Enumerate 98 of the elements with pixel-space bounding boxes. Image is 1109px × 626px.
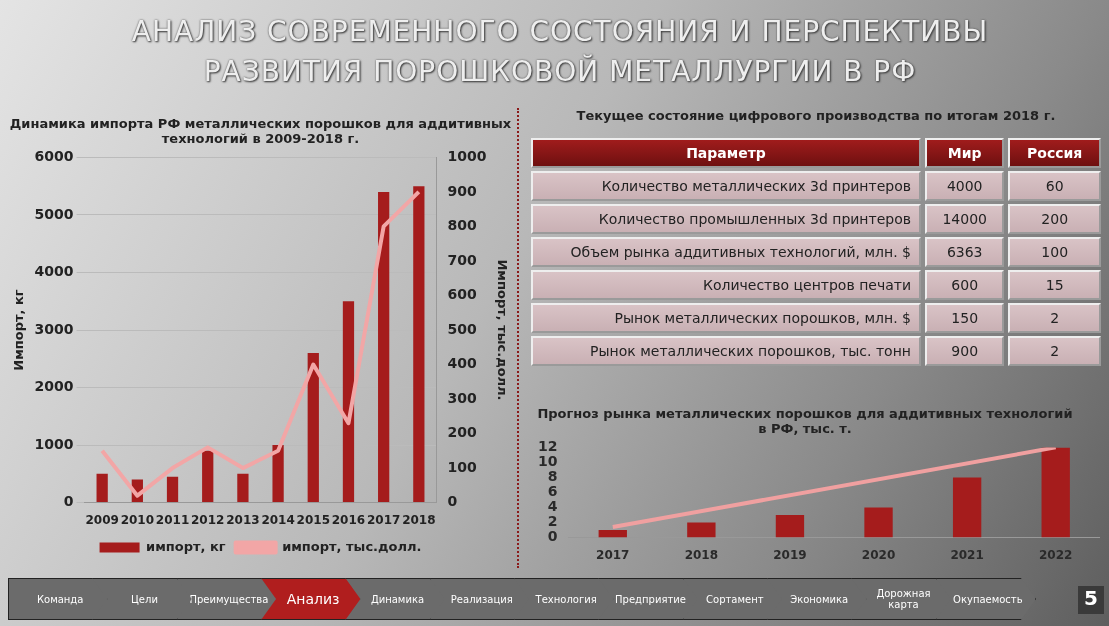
text: Команда: [35, 592, 85, 607]
bar: [952, 477, 982, 538]
y-axis-title: Импорт, кг: [11, 289, 27, 371]
bar: [687, 522, 716, 538]
x-tick-label: 2022: [1039, 547, 1073, 562]
y2-axis-title: Импорт, тыс.долл.: [494, 259, 510, 401]
data-label: 2: [1008, 336, 1101, 366]
y-tick-label: 10: [538, 453, 558, 470]
y-tick-label: 3000: [34, 320, 74, 337]
data-label: 150: [925, 303, 1005, 333]
series-label: Мир: [925, 138, 1005, 168]
category-label: Количество промышленных 3d принтеров: [531, 204, 921, 234]
x-tick-label: 2017: [596, 547, 630, 562]
text: Реализация: [449, 592, 514, 607]
bar: [775, 515, 805, 538]
text: Преимущества: [189, 592, 269, 607]
bar: [378, 191, 390, 503]
category-label: Количество металлических 3d принтеров: [531, 171, 921, 201]
text: Технология: [534, 592, 598, 607]
text: Предприятие: [614, 592, 687, 607]
y2-tick-label: 800: [447, 217, 477, 234]
category-label: Объем рынка аддитивных технологий, млн. $: [531, 237, 921, 267]
x-tick-label: 2021: [950, 547, 984, 562]
y-tick-label: 0: [547, 528, 558, 545]
x-tick-label: 2018: [684, 547, 719, 562]
y-tick-label: 12: [538, 438, 558, 455]
text: Текущее состояние цифрового производства по итогам 2018 г.: [575, 108, 1057, 123]
category-label: Количество центров печати: [531, 270, 921, 300]
y2-tick-label: 200: [447, 424, 477, 441]
text: АНАЛИЗ СОВРЕМЕННОГО СОСТОЯНИЯ И ПЕРСПЕКТИВЫ РАЗВИТИЯ ПОРОШКОВОЙ МЕТАЛЛУРГИИ В РФ: [130, 14, 990, 90]
text: Анализ: [285, 589, 341, 609]
x-tick-label: 2020: [861, 547, 896, 562]
x-tick-label: 2012: [191, 512, 225, 527]
data-label: 900: [925, 336, 1005, 366]
text: 5: [1078, 586, 1104, 614]
y-tick-label: 2000: [34, 378, 74, 395]
data-label: 60: [1008, 171, 1101, 201]
bar: [864, 507, 893, 538]
x-tick-label: 2011: [155, 512, 190, 527]
x-tick-label: 2009: [85, 512, 119, 527]
x-tick-label: 2014: [261, 512, 295, 527]
chart-title: Прогноз рынка металлических порошков для аддитивных технологий в РФ, тыс. т.: [536, 406, 1074, 436]
y-tick-label: 4: [547, 498, 558, 515]
data-label: 2: [1008, 303, 1101, 333]
category-label: Рынок металлических порошков, млн. $: [531, 303, 921, 333]
y-tick-label: 5000: [34, 205, 74, 222]
data-label: 600: [925, 270, 1005, 300]
bar: [342, 301, 355, 503]
y2-tick-label: 100: [447, 458, 477, 475]
bar: [272, 445, 284, 503]
x-tick-label: 2010: [120, 512, 155, 527]
data-label: 100: [1008, 237, 1101, 267]
category-label: Рынок металлических порошков, тыс. тонн: [531, 336, 921, 366]
text: Параметр: [531, 138, 921, 168]
y-tick-label: 8: [547, 468, 558, 485]
y2-tick-label: 1000: [447, 148, 487, 165]
legend-label: импорт, тыс.долл.: [282, 538, 422, 554]
x-tick-label: 2016: [331, 512, 366, 527]
y2-tick-label: 700: [447, 251, 477, 268]
bar: [598, 530, 627, 538]
text: Цели: [130, 592, 159, 607]
x-tick-label: 2019: [773, 547, 807, 562]
text: Динамика: [369, 592, 426, 607]
bar: [1041, 447, 1070, 538]
series-label: Россия: [1008, 138, 1101, 168]
x-tick-label: 2015: [296, 512, 330, 527]
y-tick-label: 2: [547, 513, 558, 530]
bar: [202, 450, 214, 503]
bar: [237, 473, 249, 503]
data-label: 6363: [925, 237, 1005, 267]
y-tick-label: 6: [547, 483, 558, 500]
y2-tick-label: 0: [447, 493, 458, 510]
x-tick-label: 2013: [226, 512, 260, 527]
data-label: 14000: [925, 204, 1005, 234]
x-tick-label: 2018: [402, 512, 436, 527]
y2-tick-label: 900: [447, 182, 477, 199]
y2-tick-label: 300: [447, 389, 477, 406]
y-tick-label: 6000: [34, 148, 74, 165]
bar: [413, 186, 425, 503]
data-label: 200: [1008, 204, 1101, 234]
y2-tick-label: 500: [447, 320, 477, 337]
y2-tick-label: 400: [447, 355, 477, 372]
text: Сортамент: [705, 592, 765, 607]
y-tick-label: 1000: [34, 435, 74, 452]
bar: [166, 476, 179, 503]
data-label: 4000: [925, 171, 1005, 201]
data-label: 15: [1008, 270, 1101, 300]
text: Экономика: [789, 592, 850, 607]
chart-title: Динамика импорта РФ металлических порошков для аддитивных технологий в 2009-2018 г.: [8, 116, 513, 146]
y-tick-label: 0: [63, 493, 74, 510]
x-tick-label: 2017: [366, 512, 401, 527]
legend-label: импорт, кг: [146, 538, 226, 554]
text: Дорожная карта: [875, 587, 932, 612]
y2-tick-label: 600: [447, 286, 477, 303]
bar: [307, 353, 319, 503]
bar: [96, 473, 108, 503]
text: Окупаемость: [952, 592, 1024, 607]
y-tick-label: 4000: [34, 263, 74, 280]
